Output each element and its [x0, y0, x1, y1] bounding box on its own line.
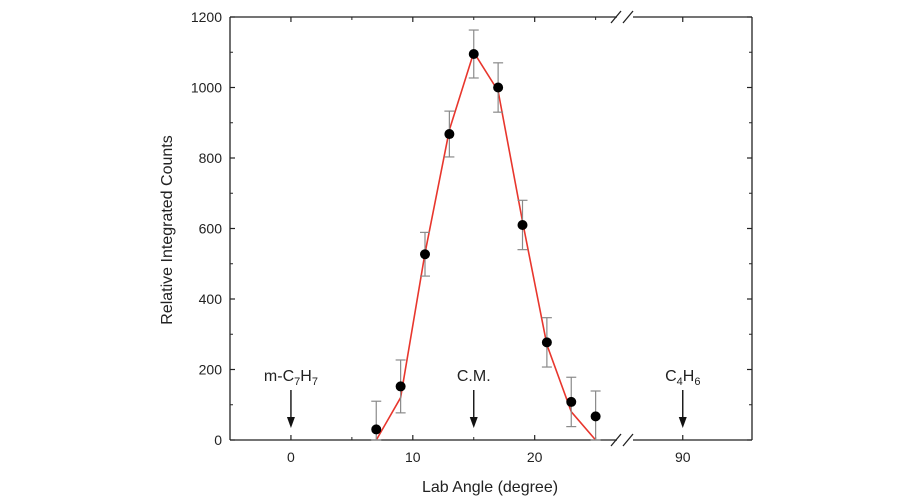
- data-point: [493, 82, 504, 93]
- annotations: m-C7H7 C.M. C4H6: [264, 368, 700, 428]
- x-tick-label: 90: [675, 449, 691, 465]
- axis-break-top-0: [610, 10, 622, 24]
- x-tick-label: 0: [287, 449, 295, 465]
- x-axis-title: Lab Angle (degree): [422, 479, 558, 496]
- fit-line: [375, 50, 597, 441]
- data-point: [517, 219, 528, 230]
- axis-break-bottom-0: [610, 433, 622, 447]
- data-point: [590, 411, 601, 422]
- axis-break-bottom-1: [622, 433, 634, 447]
- data-point: [566, 396, 577, 407]
- axis-break-top-1: [622, 10, 634, 24]
- axis-ticks: [230, 16, 752, 441]
- x-tick-label: 20: [527, 449, 543, 465]
- data-point: [371, 424, 382, 435]
- y-tick-label: 600: [199, 221, 223, 237]
- y-tick-labels: 0 200 400 600 800 1000 1200: [191, 9, 222, 448]
- data-point: [420, 249, 430, 260]
- data-point: [468, 49, 479, 60]
- y-tick-label: 1200: [191, 9, 222, 25]
- annotation-cm: C.M.: [457, 368, 491, 428]
- annotation-arrow-head: [286, 417, 295, 428]
- x-tick-labels: 0 10 20 90: [287, 449, 691, 465]
- annotation-m-c7h7: m-C7H7: [264, 368, 318, 428]
- annotation-c4h6: C4H6: [665, 368, 700, 428]
- y-tick-label: 0: [214, 432, 222, 448]
- data-point: [395, 381, 406, 392]
- fit-line-path: [375, 50, 597, 441]
- annotation-label: C.M.: [457, 368, 491, 385]
- x-tick-label: 10: [405, 449, 421, 465]
- y-tick-label: 200: [199, 362, 223, 378]
- annotation-label: C4H6: [665, 368, 700, 388]
- annotation-arrow-head: [678, 417, 687, 428]
- y-tick-label: 800: [199, 150, 223, 166]
- annotation-label: m-C7H7: [264, 368, 318, 388]
- data-point: [444, 129, 455, 140]
- y-axis-title: Relative Integrated Counts: [159, 135, 176, 324]
- y-tick-label: 1000: [191, 80, 222, 96]
- data-points: [371, 49, 601, 435]
- y-tick-label: 400: [199, 291, 223, 307]
- data-point: [541, 337, 552, 348]
- annotation-arrow-head: [469, 417, 478, 428]
